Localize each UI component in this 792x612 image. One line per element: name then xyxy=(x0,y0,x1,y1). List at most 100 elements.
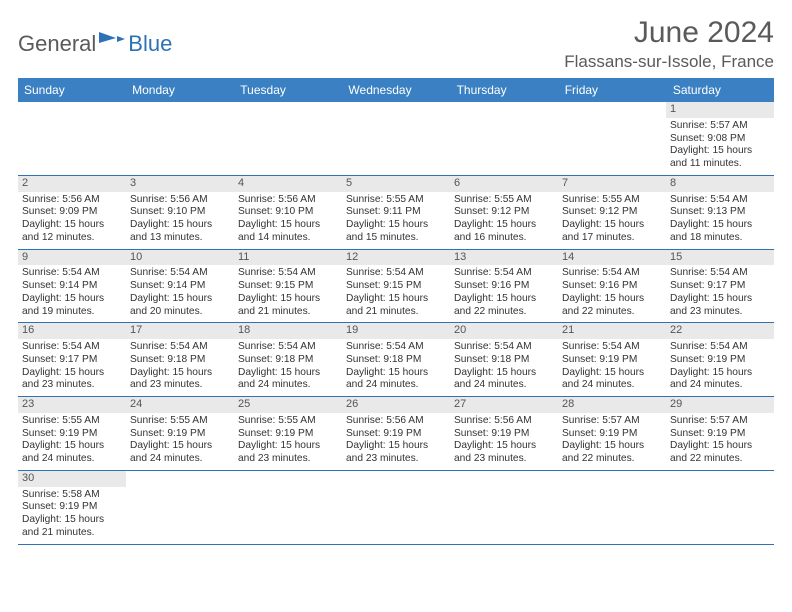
day-number: 11 xyxy=(234,250,342,266)
day-number: 8 xyxy=(666,176,774,192)
day-cell: 8Sunrise: 5:54 AMSunset: 9:13 PMDaylight… xyxy=(666,176,774,249)
daylight-line-1: Daylight: 15 hours xyxy=(346,219,446,232)
sunset-line: Sunset: 9:10 PM xyxy=(130,206,230,219)
sunset-line: Sunset: 9:12 PM xyxy=(454,206,554,219)
sunset-line: Sunset: 9:10 PM xyxy=(238,206,338,219)
day-cell: 25Sunrise: 5:55 AMSunset: 9:19 PMDayligh… xyxy=(234,397,342,470)
day-cell-empty xyxy=(126,471,234,544)
sunrise-line: Sunrise: 5:56 AM xyxy=(346,415,446,428)
daylight-line-1: Daylight: 15 hours xyxy=(562,440,662,453)
day-cell-empty xyxy=(126,102,234,175)
sunrise-line: Sunrise: 5:54 AM xyxy=(670,267,770,280)
weekday-header: Tuesday xyxy=(234,78,342,102)
sunrise-line: Sunrise: 5:54 AM xyxy=(454,267,554,280)
sunset-line: Sunset: 9:17 PM xyxy=(670,280,770,293)
daylight-line-2: and 24 minutes. xyxy=(238,379,338,392)
day-number: 12 xyxy=(342,250,450,266)
daylight-line-1: Daylight: 15 hours xyxy=(130,367,230,380)
sunrise-line: Sunrise: 5:54 AM xyxy=(670,194,770,207)
day-cell: 21Sunrise: 5:54 AMSunset: 9:19 PMDayligh… xyxy=(558,323,666,396)
day-cell: 5Sunrise: 5:55 AMSunset: 9:11 PMDaylight… xyxy=(342,176,450,249)
sunrise-line: Sunrise: 5:55 AM xyxy=(346,194,446,207)
day-cell: 16Sunrise: 5:54 AMSunset: 9:17 PMDayligh… xyxy=(18,323,126,396)
daylight-line-1: Daylight: 15 hours xyxy=(22,440,122,453)
day-number: 23 xyxy=(18,397,126,413)
sunset-line: Sunset: 9:17 PM xyxy=(22,354,122,367)
daylight-line-2: and 16 minutes. xyxy=(454,232,554,245)
daylight-line-1: Daylight: 15 hours xyxy=(346,440,446,453)
day-cell: 6Sunrise: 5:55 AMSunset: 9:12 PMDaylight… xyxy=(450,176,558,249)
day-number: 20 xyxy=(450,323,558,339)
day-cell: 26Sunrise: 5:56 AMSunset: 9:19 PMDayligh… xyxy=(342,397,450,470)
sunrise-line: Sunrise: 5:54 AM xyxy=(346,341,446,354)
weekday-header: Monday xyxy=(126,78,234,102)
sunset-line: Sunset: 9:16 PM xyxy=(562,280,662,293)
day-cell-empty xyxy=(234,102,342,175)
daylight-line-2: and 24 minutes. xyxy=(670,379,770,392)
daylight-line-2: and 22 minutes. xyxy=(562,306,662,319)
weekday-header: Thursday xyxy=(451,78,559,102)
sunrise-line: Sunrise: 5:57 AM xyxy=(670,415,770,428)
day-cell: 29 Sunrise: 5:57 AMSunset: 9:19 PMDayligh… xyxy=(666,397,774,470)
sunrise-line: Sunrise: 5:57 AM xyxy=(562,415,662,428)
sunset-line: Sunset: 9:18 PM xyxy=(346,354,446,367)
day-number: 21 xyxy=(558,323,666,339)
daylight-line-2: and 21 minutes. xyxy=(238,306,338,319)
day-cell: 2Sunrise: 5:56 AMSunset: 9:09 PMDaylight… xyxy=(18,176,126,249)
day-cell: 3Sunrise: 5:56 AMSunset: 9:10 PMDaylight… xyxy=(126,176,234,249)
daylight-line-1: Daylight: 15 hours xyxy=(454,367,554,380)
daylight-line-1: Daylight: 15 hours xyxy=(22,367,122,380)
daylight-line-2: and 14 minutes. xyxy=(238,232,338,245)
sunrise-line: Sunrise: 5:56 AM xyxy=(22,194,122,207)
daylight-line-2: and 24 minutes. xyxy=(562,379,662,392)
day-number: 29 xyxy=(666,397,774,413)
sunrise-line: Sunrise: 5:56 AM xyxy=(130,194,230,207)
day-cell-empty xyxy=(450,471,558,544)
sunrise-line: Sunrise: 5:55 AM xyxy=(238,415,338,428)
day-number: 26 xyxy=(342,397,450,413)
sunset-line: Sunset: 9:19 PM xyxy=(670,354,770,367)
daylight-line-2: and 21 minutes. xyxy=(346,306,446,319)
daylight-line-1: Daylight: 15 hours xyxy=(238,293,338,306)
day-cell: 22Sunrise: 5:54 AMSunset: 9:19 PMDayligh… xyxy=(666,323,774,396)
day-cell-empty xyxy=(342,102,450,175)
day-cell: 27Sunrise: 5:56 AMSunset: 9:19 PMDayligh… xyxy=(450,397,558,470)
daylight-line-2: and 21 minutes. xyxy=(22,527,122,540)
title-block: June 2024 Flassans-sur-Issole, France xyxy=(564,16,774,72)
daylight-line-1: Daylight: 15 hours xyxy=(238,219,338,232)
week-row: 16Sunrise: 5:54 AMSunset: 9:17 PMDayligh… xyxy=(18,323,774,397)
daylight-line-1: Daylight: 15 hours xyxy=(670,440,770,453)
daylight-line-1: Daylight: 15 hours xyxy=(562,293,662,306)
flag-icon xyxy=(98,30,126,57)
daylight-line-2: and 22 minutes. xyxy=(562,453,662,466)
daylight-line-2: and 24 minutes. xyxy=(130,453,230,466)
sunset-line: Sunset: 9:14 PM xyxy=(22,280,122,293)
daylight-line-2: and 18 minutes. xyxy=(670,232,770,245)
day-cell: 20Sunrise: 5:54 AMSunset: 9:18 PMDayligh… xyxy=(450,323,558,396)
week-row: 1Sunrise: 5:57 AMSunset: 9:08 PMDaylight… xyxy=(18,102,774,176)
day-cell-empty xyxy=(342,471,450,544)
sunset-line: Sunset: 9:19 PM xyxy=(670,428,770,441)
week-row: 9Sunrise: 5:54 AMSunset: 9:14 PMDaylight… xyxy=(18,250,774,324)
day-cell-empty xyxy=(18,102,126,175)
day-number: 24 xyxy=(126,397,234,413)
day-number: 17 xyxy=(126,323,234,339)
day-number: 7 xyxy=(558,176,666,192)
daylight-line-2: and 23 minutes. xyxy=(238,453,338,466)
day-cell-empty xyxy=(666,471,774,544)
daylight-line-2: and 15 minutes. xyxy=(346,232,446,245)
daylight-line-1: Daylight: 15 hours xyxy=(454,440,554,453)
day-cell: 17Sunrise: 5:54 AMSunset: 9:18 PMDayligh… xyxy=(126,323,234,396)
sunrise-line: Sunrise: 5:55 AM xyxy=(22,415,122,428)
sunset-line: Sunset: 9:15 PM xyxy=(238,280,338,293)
sunrise-line: Sunrise: 5:54 AM xyxy=(454,341,554,354)
sunset-line: Sunset: 9:14 PM xyxy=(130,280,230,293)
sunset-line: Sunset: 9:08 PM xyxy=(670,133,770,146)
daylight-line-1: Daylight: 15 hours xyxy=(454,219,554,232)
day-number: 22 xyxy=(666,323,774,339)
daylight-line-1: Daylight: 15 hours xyxy=(346,367,446,380)
day-cell-empty xyxy=(558,471,666,544)
daylight-line-1: Daylight: 15 hours xyxy=(562,367,662,380)
sunset-line: Sunset: 9:19 PM xyxy=(22,428,122,441)
sunrise-line: Sunrise: 5:54 AM xyxy=(670,341,770,354)
